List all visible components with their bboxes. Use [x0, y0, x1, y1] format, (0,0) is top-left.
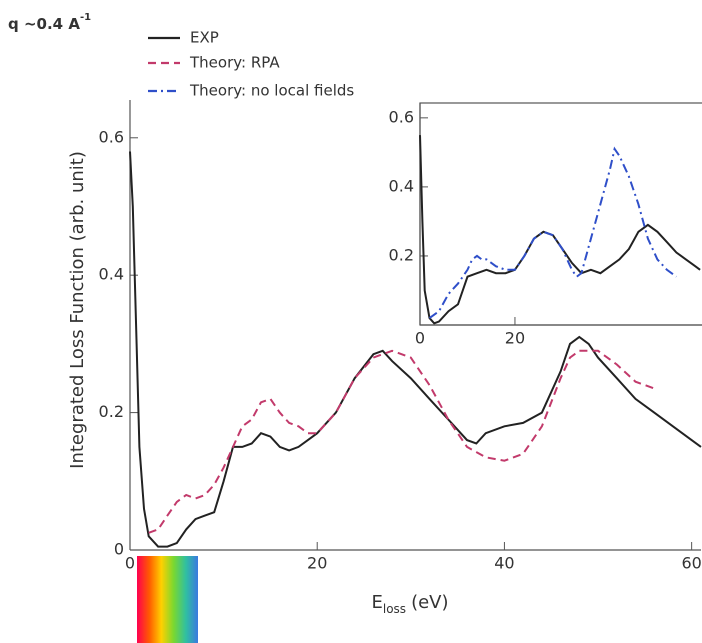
- y-tick-label: 0.4: [99, 265, 124, 284]
- x-tick-label: 0: [125, 554, 135, 573]
- data-line: [129, 151, 702, 548]
- title: q ~0.4 A-1: [8, 12, 91, 33]
- x-tick-label: 20: [505, 329, 525, 348]
- x-axis-label-part: E: [372, 592, 383, 613]
- x-tick-label: 60: [681, 554, 701, 573]
- legend: EXP Theory: RPA Theory: no local fields: [148, 29, 354, 100]
- legend-label: EXP: [190, 29, 219, 47]
- x-tick-label: 20: [307, 554, 327, 573]
- data-line: [428, 146, 677, 319]
- y-axis-label: Integrated Loss Function (arb. unit): [67, 151, 88, 469]
- legend-label: Theory: no local fields: [189, 82, 354, 100]
- x-axis-label-part: (eV): [411, 592, 448, 613]
- x-tick-label: 40: [494, 554, 514, 573]
- y-tick-label: 0.6: [99, 127, 124, 146]
- y-tick-label: 0.2: [389, 245, 414, 264]
- y-tick-label: 0.4: [389, 176, 414, 195]
- y-tick-label: 0: [114, 540, 124, 559]
- spectrum-bar: [137, 556, 198, 643]
- data-line: [148, 349, 655, 534]
- legend-label: Theory: RPA: [189, 54, 280, 72]
- x-axis-label-part: loss: [383, 602, 406, 616]
- x-axis-label: Eloss (eV): [372, 592, 449, 616]
- plots: 0 0.2 0.4 0.6 0 20 40 60 Integrated Loss Functio…: [67, 100, 702, 616]
- x-tick-label: 0: [415, 329, 425, 348]
- y-tick-label: 0.6: [389, 107, 414, 126]
- y-tick-label: 0.2: [99, 402, 124, 421]
